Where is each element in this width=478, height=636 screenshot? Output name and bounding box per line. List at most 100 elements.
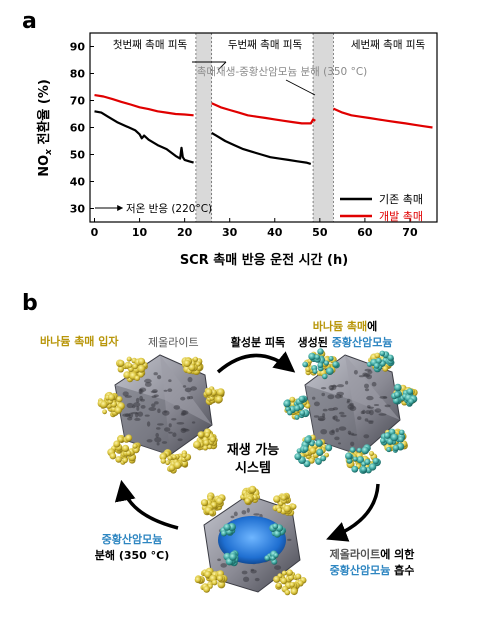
zeolite-pore xyxy=(156,427,161,430)
zeolite-pore xyxy=(168,431,173,434)
ammonium-bisulfate-particle xyxy=(272,523,279,530)
zeolite-pore xyxy=(364,383,369,389)
ammonium-bisulfate-particle xyxy=(394,383,402,392)
zeolite-pore xyxy=(346,398,351,402)
vanadium-particle xyxy=(159,453,167,461)
zeolite-pore xyxy=(313,401,320,407)
vanadium-particles xyxy=(194,485,307,596)
zeolite-pore xyxy=(349,405,357,411)
zeolite-pore xyxy=(321,392,326,397)
vanadium-particle xyxy=(324,452,329,458)
zeolite-pore xyxy=(363,373,370,378)
zeolite-pore xyxy=(184,387,192,393)
vanadium-particle xyxy=(216,575,224,582)
cycle-arrow-left[interactable] xyxy=(114,479,179,530)
catalyst-cluster-cutaway xyxy=(194,485,307,596)
zeolite-pore xyxy=(320,387,327,390)
developed-catalyst-line-3 xyxy=(332,107,433,129)
zeolite-pore xyxy=(330,385,338,388)
vanadium-particle xyxy=(132,443,138,449)
ammonium-bisulfate-particle xyxy=(379,350,386,357)
zeolite-pore xyxy=(338,426,347,431)
vanadium-particle xyxy=(280,577,288,585)
vanadium-particle xyxy=(115,456,122,463)
vanadium-particle xyxy=(132,363,138,370)
ammonium-bisulfate-particle xyxy=(372,457,379,465)
vanadium-particle xyxy=(207,444,213,450)
developed-catalyst-line-1 xyxy=(94,94,194,117)
vanadium-particle xyxy=(369,451,374,456)
regeneration-band-1 xyxy=(195,33,212,222)
vanadium-particle xyxy=(280,495,287,501)
zeolite-pore xyxy=(338,442,341,445)
x-axis-ticks: 0 10 20 30 40 50 60 70 xyxy=(91,218,418,239)
ammonium-bisulfate-particle xyxy=(397,436,404,443)
ammonium-bisulfate-particle xyxy=(364,458,371,465)
ammonium-bisulfate-particle xyxy=(368,463,377,471)
x-tick-label: 0 xyxy=(91,226,99,239)
vanadium-particle xyxy=(137,364,146,373)
ammonium-bisulfate-particle xyxy=(229,553,237,561)
ammonium-bisulfate-particle xyxy=(294,414,300,420)
ammonium-bisulfate-particle xyxy=(264,555,271,561)
stage-dividers xyxy=(195,33,334,222)
zeolite-pore xyxy=(133,402,141,407)
ammonium-bisulfate-particle xyxy=(360,466,367,473)
zeolite-pore xyxy=(134,417,141,421)
legend-label-developed: 개발 촉매 xyxy=(379,210,423,223)
zeolite-pore xyxy=(335,419,340,422)
vanadium-particle xyxy=(109,452,117,460)
label-formed-line2: 생성된 중황산암모늄 xyxy=(298,335,393,349)
ammonium-bisulfate-particle xyxy=(293,405,301,412)
vanadium-particle xyxy=(160,458,166,464)
zeolite-pore xyxy=(327,394,335,400)
zeolite-pore xyxy=(335,428,339,433)
y-tick-label: 80 xyxy=(70,68,86,81)
zeolite-pore xyxy=(140,398,145,402)
vanadium-particle xyxy=(125,434,133,442)
y-tick-label: 70 xyxy=(70,95,86,108)
ammonium-bisulfate-particle xyxy=(328,356,334,361)
vanadium-particle xyxy=(215,497,224,505)
vanadium-particle xyxy=(197,431,205,439)
ammonium-bisulfate-particle xyxy=(223,523,231,531)
vanadium-particle xyxy=(137,371,145,378)
vanadium-particle xyxy=(116,396,123,403)
ammonium-bisulfate-particle xyxy=(315,439,323,447)
vanadium-particles xyxy=(97,356,225,474)
series-lines xyxy=(94,94,433,165)
vanadium-particle xyxy=(290,587,298,596)
ammonium-bisulfate-particle xyxy=(352,456,358,462)
ammonium-bisulfate-particle xyxy=(302,446,309,452)
zeolite-pore xyxy=(317,418,325,421)
zeolite-pore xyxy=(383,396,388,399)
zeolite-pore xyxy=(347,430,352,435)
stage-label-3: 세번째 촉매 피독 xyxy=(351,39,426,51)
vanadium-particle xyxy=(183,359,191,368)
ammonium-bisulfate-particle xyxy=(323,360,329,366)
zeolite-pore xyxy=(153,372,158,376)
x-tick-label: 70 xyxy=(402,226,418,239)
zeolite-pore xyxy=(329,430,335,436)
catalyst-cluster-fresh xyxy=(97,354,225,474)
vanadium-particle xyxy=(244,497,251,505)
cycle-arrow-right[interactable] xyxy=(326,483,380,542)
conventional-catalyst-line-1 xyxy=(94,110,194,164)
zeolite-pore xyxy=(250,569,257,574)
zeolite-pore xyxy=(230,515,235,519)
vanadium-particle xyxy=(202,445,208,451)
cycle-arrow-top[interactable] xyxy=(216,351,296,374)
zeolite-pore xyxy=(336,391,345,396)
x-axis-label: SCR 촉매 반응 운전 시간 (h) xyxy=(180,252,348,268)
zeolite-pore xyxy=(351,433,358,436)
zeolite-pore xyxy=(233,511,238,517)
zeolite-pore xyxy=(287,538,292,542)
vanadium-particle xyxy=(121,444,130,452)
vanadium-particle xyxy=(128,366,134,373)
zeolite-pore xyxy=(148,407,157,411)
y-tick-label: 50 xyxy=(70,149,86,162)
zeolite-pore xyxy=(151,403,156,408)
vanadium-particle xyxy=(216,388,225,397)
x-tick-label: 40 xyxy=(267,226,283,239)
vanadium-particle xyxy=(374,352,381,359)
